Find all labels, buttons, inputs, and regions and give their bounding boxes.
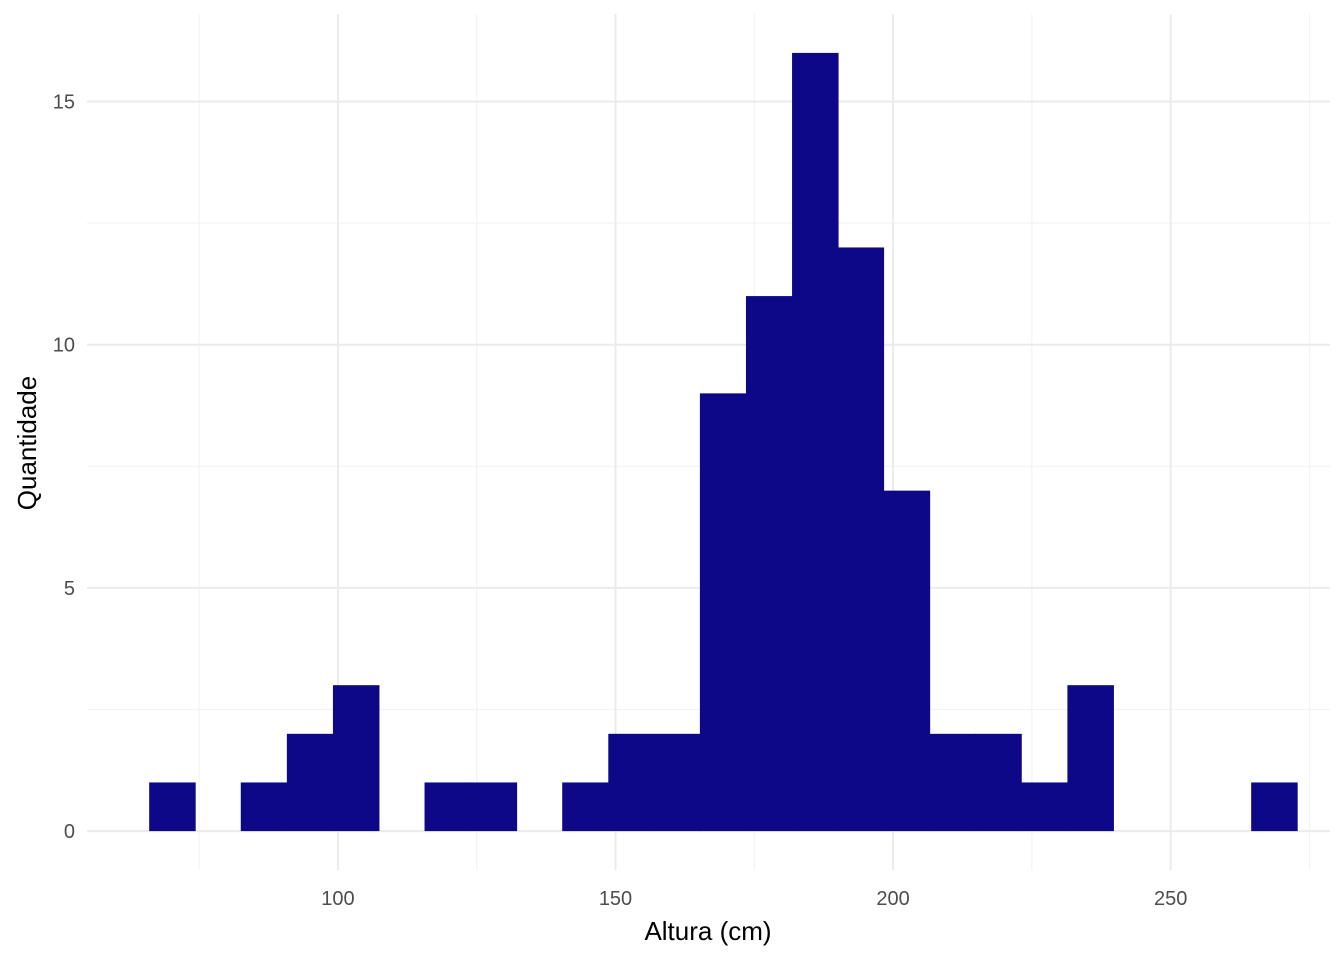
histogram-bar: [837, 247, 885, 832]
histogram-bar: [149, 782, 196, 832]
histogram-bars: [149, 52, 1298, 832]
y-tick-label: 0: [64, 821, 75, 843]
x-tick-label: 200: [876, 888, 909, 910]
histogram-bar: [1251, 782, 1298, 832]
histogram-bar: [332, 685, 380, 832]
x-axis-tick-labels: 100 150 200 250: [321, 888, 1187, 910]
x-tick-label: 100: [321, 888, 354, 910]
histogram-bar: [608, 733, 655, 832]
y-axis-tick-labels: 0 5 10 15: [53, 92, 75, 844]
histogram-bar: [975, 733, 1022, 832]
x-tick-label: 250: [1154, 888, 1187, 910]
histogram-bar: [1021, 782, 1068, 832]
histogram-bar: [240, 782, 288, 832]
histogram-bar: [654, 733, 701, 832]
x-tick-label: 150: [599, 888, 632, 910]
histogram-bar: [792, 52, 839, 832]
histogram-bar: [1067, 685, 1114, 832]
histogram-bar: [883, 490, 931, 832]
histogram-bar: [562, 782, 609, 832]
x-axis-title: Altura (cm): [644, 916, 771, 946]
histogram-bar: [286, 733, 334, 832]
histogram-bar: [699, 393, 747, 832]
y-tick-label: 5: [64, 578, 75, 600]
y-tick-label: 15: [53, 92, 75, 114]
histogram-bar: [745, 296, 793, 832]
histogram-bar: [424, 782, 472, 832]
y-tick-label: 10: [53, 335, 75, 357]
histogram-bar: [929, 733, 977, 832]
histogram-bar: [470, 782, 518, 832]
y-axis-title: Quantidade: [12, 376, 42, 510]
